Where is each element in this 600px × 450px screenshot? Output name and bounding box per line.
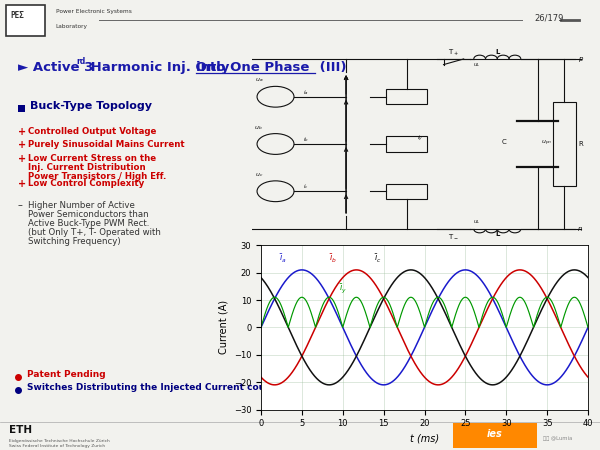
Bar [386, 184, 427, 199]
Bar [453, 423, 537, 448]
Text: Purely Sinusoidal Mains Current: Purely Sinusoidal Mains Current [28, 140, 185, 148]
Text: Power Electronic Systems: Power Electronic Systems [56, 9, 131, 14]
Text: $U_{N,ll}$= 400V$_{rms}$: $U_{N,ll}$= 400V$_{rms}$ [262, 266, 316, 276]
Text: i$_b$: i$_b$ [303, 135, 308, 144]
Text: L: L [495, 49, 499, 55]
Text: u$_L$: u$_L$ [473, 218, 481, 226]
Text: i$_y$: i$_y$ [417, 134, 423, 144]
Bar [553, 103, 576, 185]
Text: (III): (III) [315, 60, 347, 73]
Text: Eidgenössische Technische Hochschule Zürich: Eidgenössische Technische Hochschule Zür… [9, 439, 110, 442]
Text: ► Active 3: ► Active 3 [18, 60, 94, 73]
Text: u$_c$: u$_c$ [254, 171, 263, 179]
Text: Higher Number of Active: Higher Number of Active [28, 201, 135, 210]
Text: i$_c$: i$_c$ [303, 182, 308, 191]
Text: ΡΕΣ: ΡΕΣ [10, 11, 24, 20]
Text: $\bar{\imath}_a$: $\bar{\imath}_a$ [279, 253, 287, 265]
Text: p: p [578, 56, 583, 62]
Text: Swiss Federal Institute of Technology Zurich: Swiss Federal Institute of Technology Zu… [9, 444, 105, 448]
Text: Harmonic Inj. Only: Harmonic Inj. Only [86, 60, 234, 73]
Text: 知乎 @Lumia: 知乎 @Lumia [543, 436, 572, 441]
Text: +: + [18, 140, 26, 149]
Text: Controlled Output Voltage: Controlled Output Voltage [28, 126, 157, 135]
Text: (but Only T+, T- Operated with: (but Only T+, T- Operated with [28, 228, 161, 237]
Text: L: L [495, 231, 499, 237]
Text: T$_+$: T$_+$ [448, 48, 459, 58]
Text: +: + [18, 126, 26, 136]
Bar [6, 5, 45, 36]
Bar [386, 136, 427, 152]
Text: R: R [578, 141, 583, 147]
X-axis label: t (ms): t (ms) [410, 434, 439, 444]
Text: $\bar{\imath}_y$: $\bar{\imath}_y$ [338, 282, 347, 295]
Text: Inj. Current Distribution: Inj. Current Distribution [28, 162, 146, 171]
Text: C: C [502, 139, 506, 145]
Y-axis label: Current (A): Current (A) [218, 300, 228, 355]
Text: u$_{pn}$: u$_{pn}$ [541, 139, 552, 148]
Text: $\bar{\imath}_c$: $\bar{\imath}_c$ [374, 253, 382, 265]
Text: +: + [18, 179, 26, 189]
Text: P=10kW: P=10kW [262, 288, 293, 294]
Text: ies: ies [487, 428, 503, 439]
Text: Active Buck-Type PWM Rect.: Active Buck-Type PWM Rect. [28, 219, 149, 228]
Text: $\bar{\imath}_b$: $\bar{\imath}_b$ [329, 253, 337, 265]
Text: u$_b$: u$_b$ [254, 124, 263, 132]
Text: into One Phase: into One Phase [196, 60, 310, 73]
Bar [386, 89, 427, 104]
Text: u$_L$: u$_L$ [473, 62, 481, 69]
Text: Low Current Stress on the: Low Current Stress on the [28, 153, 156, 162]
Text: Patent Pending: Patent Pending [27, 370, 106, 379]
Text: T$_-$: T$_-$ [448, 232, 459, 239]
Text: $U_{p=}$= 400V$_{DC}$: $U_{p=}$= 400V$_{DC}$ [262, 278, 314, 289]
Text: u$_a$: u$_a$ [254, 76, 263, 85]
Text: –: – [18, 201, 23, 211]
Text: Switching Frequency): Switching Frequency) [28, 237, 121, 246]
Text: Power Semiconductors than: Power Semiconductors than [28, 210, 149, 219]
Bar [18, 104, 25, 112]
Text: i$_a$: i$_a$ [303, 88, 308, 97]
Text: Switches Distributing the Injected Current could be Replaced by Passive Network: Switches Distributing the Injected Curre… [27, 383, 443, 392]
Text: Power Transistors / High Eff.: Power Transistors / High Eff. [28, 171, 166, 180]
Text: Low Control Complexity: Low Control Complexity [28, 179, 144, 188]
Text: ETH: ETH [9, 425, 32, 436]
Text: n: n [578, 226, 583, 232]
Text: rd: rd [76, 57, 85, 66]
Text: 26/179: 26/179 [534, 14, 563, 23]
Text: +: + [18, 153, 26, 163]
Text: Buck-Type Topology: Buck-Type Topology [30, 100, 152, 111]
Text: Laboratory: Laboratory [56, 24, 88, 29]
